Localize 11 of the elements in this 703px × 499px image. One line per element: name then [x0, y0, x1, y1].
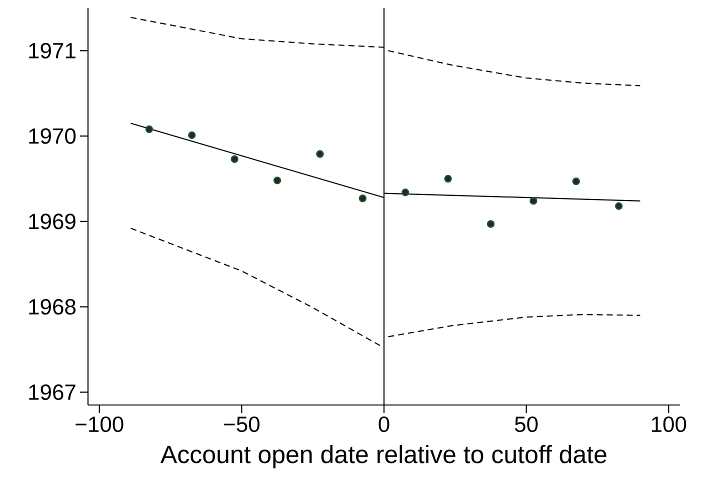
x-tick-label: −100	[76, 416, 124, 432]
y-tick-label: 1971	[29, 42, 76, 58]
x-tick-label: 50	[514, 416, 538, 432]
y-tick-label: 1967	[29, 384, 76, 400]
y-tick-label: 1968	[29, 299, 76, 315]
y-tick-label: 1969	[29, 214, 76, 230]
x-axis-title: Account open date relative to cutoff date	[160, 444, 606, 468]
y-tick-label: 1970	[29, 128, 76, 144]
x-tick-label: 0	[378, 416, 390, 432]
x-tick-label: −50	[224, 416, 260, 432]
x-tick-label: 100	[652, 416, 686, 432]
